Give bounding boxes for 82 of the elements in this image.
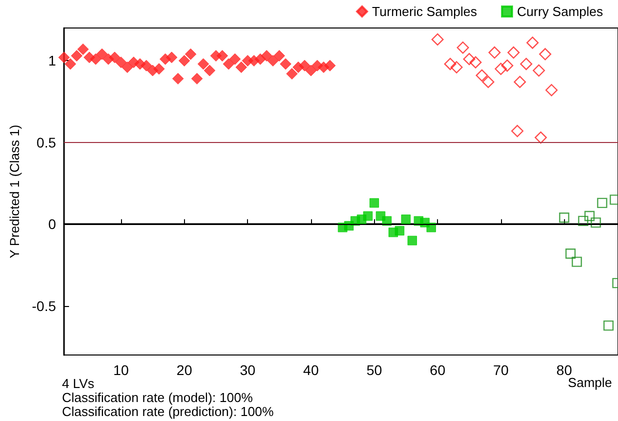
point — [534, 131, 547, 144]
point — [363, 211, 373, 221]
text: Classification rate (model): 100% — [62, 390, 254, 405]
legend-label: Turmeric Samples — [372, 4, 478, 19]
y-tick-label: 1 — [48, 52, 56, 69]
x-tick-label: 50 — [366, 362, 382, 378]
text: Classification rate (prediction): 100% — [62, 404, 274, 419]
point — [545, 84, 558, 96]
point — [532, 64, 545, 77]
point — [90, 53, 102, 65]
point — [324, 60, 336, 72]
point — [216, 50, 228, 62]
point — [578, 216, 588, 226]
point — [77, 44, 89, 56]
point — [469, 56, 482, 68]
point — [229, 53, 241, 65]
x-tick-label: 30 — [240, 362, 256, 378]
point — [70, 50, 82, 62]
y-tick-label: 0 — [48, 216, 56, 232]
point — [370, 198, 379, 208]
point — [274, 50, 286, 62]
point — [298, 60, 310, 72]
point — [450, 61, 463, 74]
y-tick-label: 0.5 — [36, 134, 56, 150]
point — [444, 58, 456, 70]
point — [178, 54, 190, 66]
point — [456, 42, 469, 54]
point — [236, 61, 248, 73]
point — [565, 248, 576, 259]
x-tick-label: 10 — [113, 362, 129, 378]
text: 4 LVs — [62, 376, 95, 391]
point — [584, 210, 595, 222]
point — [305, 64, 317, 76]
point — [184, 48, 196, 60]
point — [172, 72, 184, 84]
point — [222, 58, 234, 70]
point — [476, 69, 488, 82]
point — [590, 217, 601, 228]
point — [407, 236, 417, 246]
point — [482, 76, 494, 88]
point — [559, 212, 570, 223]
point — [572, 256, 582, 267]
point — [166, 52, 178, 64]
y-axis-title: Y Predicted 1 (Class 1) — [7, 124, 22, 258]
legend-label: Curry Samples — [517, 4, 604, 19]
point — [122, 61, 134, 73]
point — [394, 226, 404, 236]
x-tick-label: 80 — [556, 362, 572, 378]
point — [64, 58, 76, 70]
y-tick-label: -0.5 — [32, 298, 56, 314]
point — [204, 64, 216, 76]
point — [58, 52, 70, 64]
point — [463, 52, 476, 66]
point — [198, 58, 210, 70]
point — [526, 36, 539, 49]
point — [153, 63, 165, 75]
x-tick-label: 40 — [303, 362, 319, 378]
point — [539, 48, 552, 60]
point — [603, 320, 614, 331]
point — [140, 60, 152, 72]
point — [286, 68, 298, 80]
x-tick-label: 70 — [493, 362, 509, 378]
point — [507, 46, 520, 59]
point — [494, 62, 507, 75]
point — [115, 56, 127, 68]
x-tick-label: 20 — [176, 362, 192, 378]
point — [260, 50, 272, 62]
x-tick-label: 60 — [430, 362, 446, 378]
point — [488, 46, 501, 59]
point — [401, 214, 411, 224]
point — [511, 124, 524, 138]
point — [520, 58, 532, 70]
point — [267, 54, 279, 66]
point — [191, 72, 203, 84]
point — [501, 60, 514, 72]
point — [514, 76, 526, 88]
point — [96, 48, 108, 60]
point — [431, 33, 444, 46]
x-axis-title: Sample — [568, 375, 612, 390]
point — [597, 198, 608, 208]
point — [108, 52, 120, 64]
point — [280, 58, 292, 70]
